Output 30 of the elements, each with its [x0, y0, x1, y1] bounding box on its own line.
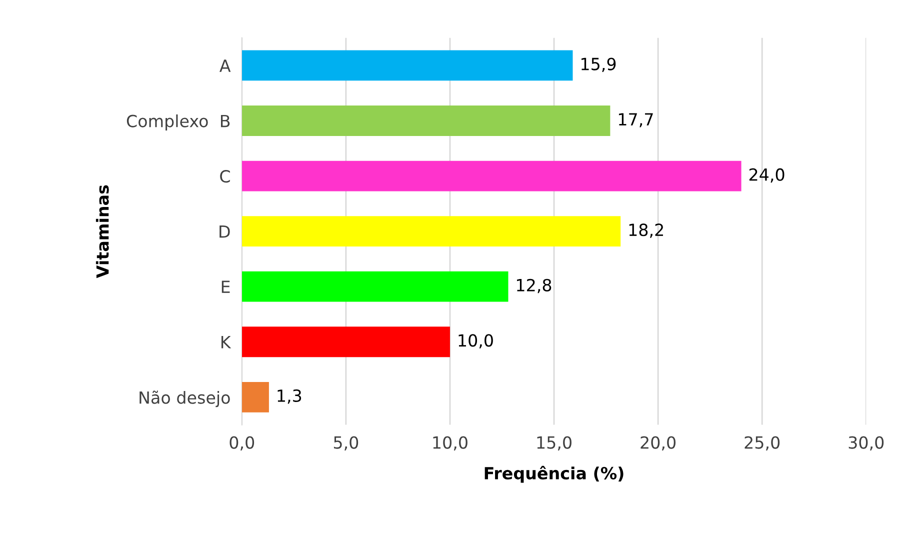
y-tick-label: C: [220, 170, 230, 183]
x-tick-label: 0,0: [230, 436, 254, 451]
bar: [242, 326, 450, 358]
data-label: 18,2: [629, 224, 663, 238]
y-tick-label: A: [220, 60, 231, 72]
y-tick-label: Não desejo: [140, 390, 230, 408]
bar: [242, 106, 610, 136]
data-label: 15,9: [582, 58, 616, 72]
x-tick-label: 5,0: [334, 436, 358, 451]
x-tick-label: 10,0: [433, 436, 468, 451]
data-label: 24,0: [749, 168, 784, 183]
x-axis-title: Frequência (%): [484, 466, 624, 483]
data-label: 17,7: [618, 113, 653, 128]
y-tick-label: D: [220, 226, 230, 238]
x-tick-label: 30,0: [848, 436, 884, 451]
data-label: 12,8: [517, 278, 552, 294]
data-label: 10,0: [458, 334, 493, 348]
y-axis-title: Vitaminas: [96, 185, 109, 278]
bar: [242, 382, 269, 412]
data-label: 1,3: [278, 389, 302, 404]
bar: [242, 271, 508, 302]
x-tick-label: 20,0: [640, 436, 676, 451]
bar: [242, 160, 742, 192]
x-tick-label: 15,0: [537, 436, 572, 451]
y-tick-label: E: [222, 280, 230, 293]
bar: [242, 50, 573, 81]
y-tick-label: Complexo B: [126, 114, 230, 131]
bar: [242, 216, 621, 247]
x-tick-label: 25,0: [744, 436, 780, 451]
y-tick-label: K: [221, 336, 232, 348]
